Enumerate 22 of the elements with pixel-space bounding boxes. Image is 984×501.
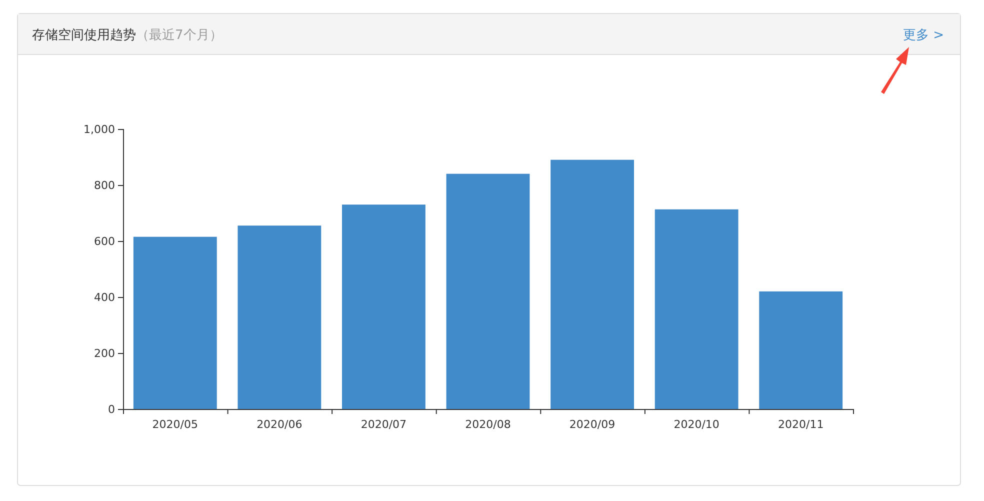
bar — [759, 291, 843, 409]
bar — [342, 204, 426, 409]
y-tick-label: 200 — [94, 347, 115, 360]
text: 更多 > — [902, 28, 944, 43]
x-tick-label: 2020/08 — [465, 418, 511, 431]
y-tick-label: 600 — [94, 235, 115, 248]
chart-subtitle: （最近7个月） — [136, 28, 222, 43]
bar — [654, 209, 738, 409]
x-tick-label: 2020/11 — [778, 418, 824, 431]
x-tick-label: 2020/09 — [569, 418, 616, 431]
bar — [133, 236, 217, 409]
x-tick-label: 2020/10 — [674, 418, 720, 431]
y-tick-label: 0 — [108, 403, 115, 416]
x-tick-label: 2020/05 — [152, 418, 198, 431]
bar — [446, 174, 530, 409]
y-tick-label: 800 — [94, 179, 115, 192]
bar — [238, 226, 322, 409]
y-tick-label: 1,000 — [84, 123, 115, 136]
x-tick-label: 2020/07 — [360, 418, 407, 431]
bar — [550, 160, 634, 409]
x-tick-label: 2020/06 — [256, 418, 302, 431]
y-tick-label: 400 — [94, 291, 115, 304]
